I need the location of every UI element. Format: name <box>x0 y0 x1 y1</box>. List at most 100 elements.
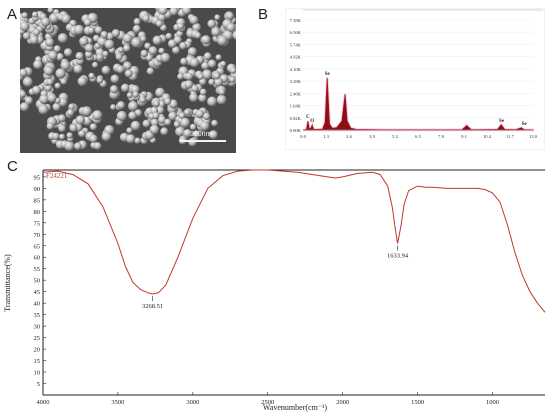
particle-391 <box>52 133 59 140</box>
particle-157 <box>116 53 123 60</box>
particle-285 <box>185 73 193 81</box>
particle-62 <box>61 14 70 23</box>
particle-309 <box>110 104 116 110</box>
eds-y-tick-label: 6.56K <box>290 30 302 35</box>
particle-228 <box>133 25 141 33</box>
particle-280 <box>220 61 226 67</box>
ftir-x-tick-label: 2000 <box>336 399 349 406</box>
particle-356 <box>64 141 74 151</box>
particle-141 <box>102 51 108 57</box>
particle-419 <box>196 110 205 119</box>
ftir-series-label: F24221 <box>46 172 68 180</box>
scale-bar <box>180 140 226 142</box>
ftir-y-tick-label: 20 <box>34 347 41 354</box>
particle-106 <box>32 86 41 95</box>
particle-171 <box>97 77 104 84</box>
particle-443 <box>214 14 220 20</box>
particle-382 <box>89 135 97 143</box>
eds-peak-label-4: Se <box>522 122 528 127</box>
particle-338 <box>127 92 133 98</box>
particle-385 <box>58 114 66 122</box>
particle-313 <box>117 111 127 121</box>
ftir-annotation-1: 1633.94 <box>387 252 409 259</box>
ftir-x-tick-label: 3500 <box>111 399 124 406</box>
eds-x-tick-label: 0.0 <box>300 134 306 139</box>
particle-132 <box>73 64 82 73</box>
ftir-y-axis-label: Transmittance(%) <box>3 254 12 312</box>
ftir-y-tick-label: 70 <box>34 232 41 239</box>
ftir-x-tick-label: 4000 <box>37 399 50 406</box>
ftir-y-tick-label: 30 <box>34 324 41 331</box>
particle-287 <box>198 74 204 80</box>
ftir-y-tick-label: 40 <box>34 301 41 308</box>
particle-270 <box>213 72 220 79</box>
particle-286 <box>219 89 226 96</box>
particle-244 <box>207 97 217 107</box>
particle-344 <box>128 101 138 111</box>
particle-110 <box>44 66 53 75</box>
particle-227 <box>140 36 146 42</box>
particle-384 <box>94 142 102 150</box>
particle-335 <box>131 121 141 131</box>
ftir-y-tick-label: 65 <box>34 243 41 250</box>
particle-489 <box>33 29 40 36</box>
particle-378 <box>82 106 92 116</box>
particle-159 <box>123 34 133 44</box>
particle-96 <box>39 95 49 105</box>
particle-265 <box>200 89 207 96</box>
eds-x-tick-label: 9.1 <box>461 134 467 139</box>
particle-154 <box>105 40 115 50</box>
panel-label-b: B <box>258 6 268 23</box>
eds-peak-label-3: Se <box>499 119 505 124</box>
particle-343 <box>152 112 159 119</box>
particle-232 <box>189 16 198 25</box>
ftir-y-tick-label: 10 <box>34 370 41 377</box>
particle-425 <box>200 121 210 131</box>
particle-453 <box>207 20 216 29</box>
particle-43 <box>64 48 72 56</box>
particle-201 <box>149 46 158 55</box>
particle-284 <box>229 77 235 83</box>
particle-337 <box>133 91 139 97</box>
particle-173 <box>102 66 111 75</box>
particle-371 <box>59 134 65 140</box>
eds-x-tick-label: 10.4 <box>483 134 492 139</box>
particle-93 <box>55 83 61 89</box>
particle-428 <box>184 109 190 115</box>
eds-peak-label-1: O <box>310 119 314 124</box>
particle-107 <box>47 79 54 86</box>
particle-94 <box>20 102 29 111</box>
ftir-y-tick-label: 90 <box>34 186 41 193</box>
particle-342 <box>164 119 171 126</box>
eds-peak-label-2: Se <box>325 72 331 77</box>
particle-481 <box>41 17 50 26</box>
particle-108 <box>60 78 67 85</box>
particle-41 <box>74 25 84 35</box>
particle-267 <box>202 69 212 79</box>
particle-277 <box>191 85 198 92</box>
eds-x-tick-label: 6.5 <box>415 134 421 139</box>
particle-168 <box>96 54 103 61</box>
ftir-annotation-0: 3268.51 <box>142 303 163 310</box>
particle-393 <box>92 110 102 120</box>
particle-485 <box>20 22 30 32</box>
ftir-y-tick-label: 85 <box>34 197 41 204</box>
ftir-y-tick-label: 60 <box>34 255 41 262</box>
particle-282 <box>204 52 212 60</box>
ftir-x-axis-label: Wavenumber(cm⁻¹) <box>263 403 328 412</box>
particle-234 <box>166 33 173 40</box>
particle-392 <box>90 123 97 130</box>
eds-y-tick-label: 0.82K <box>290 116 302 121</box>
particle-388 <box>70 124 78 132</box>
ftir-x-tick-label: 3000 <box>186 399 199 406</box>
particle-237 <box>156 20 163 27</box>
eds-x-tick-label: 2.6 <box>346 134 352 139</box>
particle-258 <box>216 54 222 60</box>
particle-181 <box>134 18 141 25</box>
particle-226 <box>195 32 202 39</box>
particle-262 <box>217 95 227 105</box>
particle-47 <box>48 8 54 13</box>
particle-366 <box>102 132 112 142</box>
particle-380 <box>74 142 82 150</box>
